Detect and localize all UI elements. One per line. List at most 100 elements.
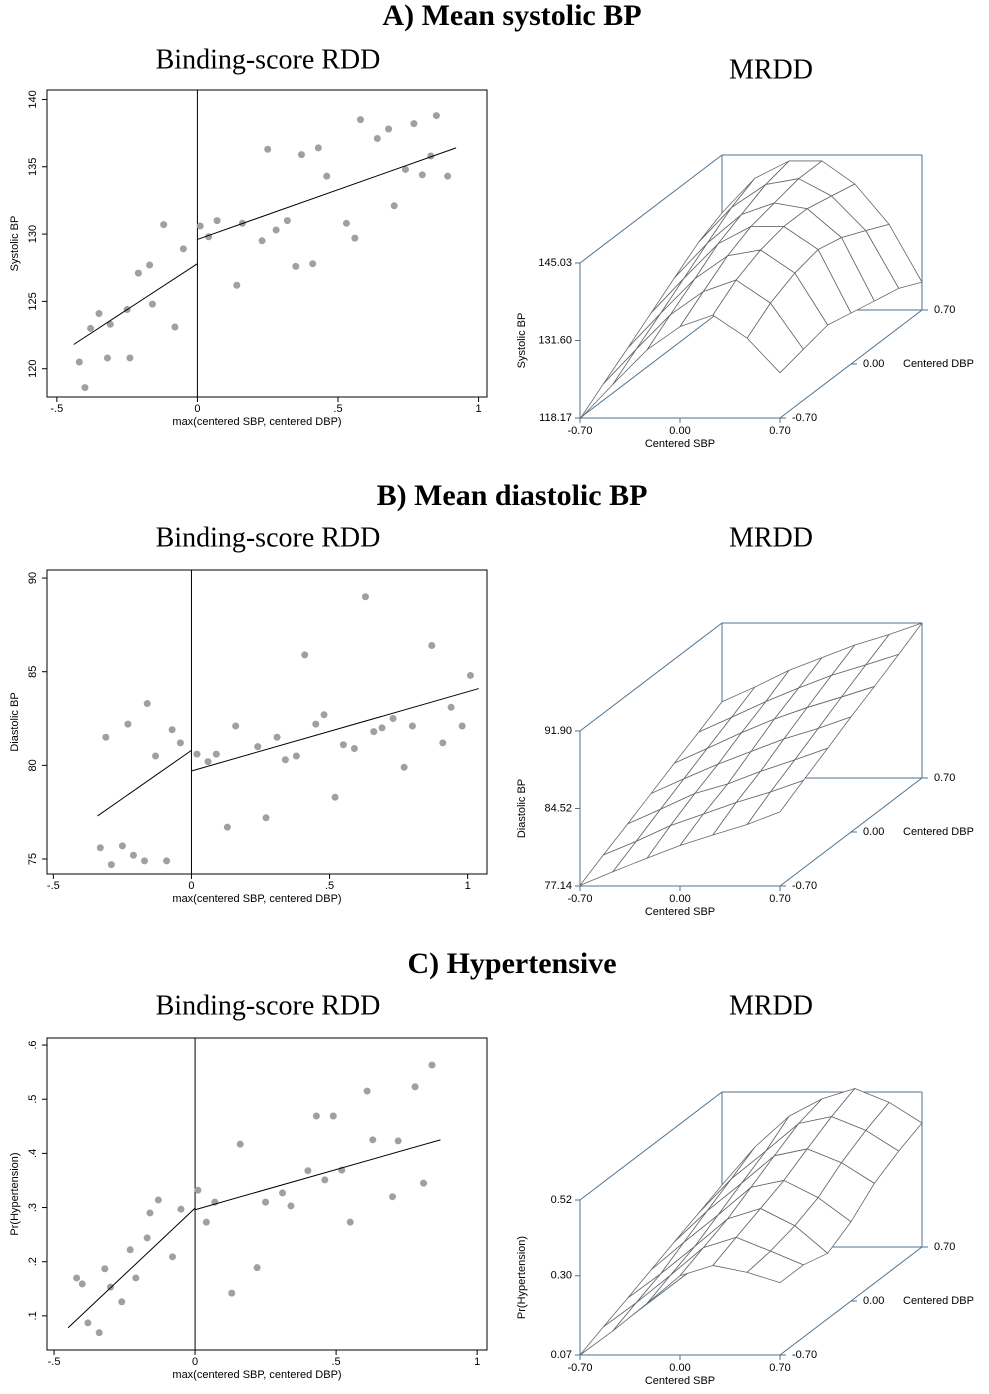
- point: [447, 703, 455, 711]
- point: [297, 151, 305, 159]
- point: [253, 1264, 261, 1272]
- y-tick-label: 140: [27, 90, 39, 108]
- surface-cell: [746, 780, 804, 825]
- z-tick-label: 0.07: [551, 1349, 572, 1361]
- point: [258, 237, 266, 245]
- point: [281, 756, 289, 764]
- point: [171, 323, 179, 331]
- surface-cell: [579, 348, 637, 420]
- point: [78, 1280, 86, 1288]
- point: [432, 112, 440, 120]
- point: [361, 593, 369, 601]
- point: [202, 1218, 210, 1226]
- panel-title: B) Mean diastolic BP: [377, 479, 648, 512]
- x-tick-label: 0.00: [669, 893, 690, 905]
- point: [146, 261, 154, 269]
- point: [96, 844, 104, 852]
- point: [177, 1205, 185, 1213]
- point: [118, 842, 126, 850]
- point: [169, 1253, 177, 1261]
- point: [420, 1179, 428, 1187]
- point: [262, 1198, 270, 1206]
- point: [283, 217, 291, 225]
- box-edge: [579, 154, 723, 264]
- point: [342, 219, 350, 227]
- point: [385, 125, 393, 133]
- point: [204, 758, 212, 766]
- x-tick-label: 0.70: [769, 1362, 790, 1374]
- point: [273, 733, 281, 741]
- point: [254, 743, 262, 751]
- surface-cell: [579, 1302, 637, 1356]
- point: [389, 715, 397, 723]
- x-tick-label: 0: [188, 880, 194, 892]
- point: [236, 1140, 244, 1148]
- y-tick-label: 125: [27, 292, 39, 310]
- z-tick-label: 0.52: [551, 1194, 572, 1206]
- subplot-title: Binding-score RDD: [156, 990, 381, 1021]
- y-tick-label: 85: [27, 666, 39, 678]
- x-tick-label: -0.70: [567, 425, 592, 437]
- y-tick-label: 135: [27, 158, 39, 176]
- subplot-title: MRDD: [729, 522, 813, 553]
- y-axis-label: Centered DBP: [903, 1295, 974, 1307]
- point: [346, 1218, 354, 1226]
- point: [213, 217, 221, 225]
- x-axis-label: max(centered SBP, centered DBP): [172, 416, 341, 428]
- point: [329, 1112, 337, 1120]
- surface-cell: [612, 314, 671, 385]
- y-tick-label: .5: [27, 1095, 39, 1104]
- point: [87, 324, 95, 332]
- point: [143, 1234, 151, 1242]
- x-tick-label: -0.70: [567, 1362, 592, 1374]
- point: [272, 226, 280, 234]
- point: [134, 269, 142, 277]
- point: [301, 651, 309, 659]
- x-axis-label: Centered SBP: [645, 1375, 715, 1387]
- x-tick-label: 0: [192, 1356, 198, 1368]
- point: [428, 641, 436, 649]
- point: [466, 671, 474, 679]
- point: [350, 745, 358, 753]
- surface-cell: [746, 1250, 804, 1284]
- point: [106, 320, 114, 328]
- point: [126, 1246, 134, 1254]
- point: [356, 116, 364, 124]
- point: [439, 739, 447, 747]
- point: [75, 358, 83, 366]
- point: [103, 354, 111, 362]
- z-axis-label: Systolic BP: [516, 313, 528, 369]
- point: [146, 1209, 154, 1217]
- x-tick-label: .5: [332, 1356, 341, 1368]
- point: [320, 711, 328, 719]
- point: [279, 1189, 287, 1197]
- point: [154, 1196, 162, 1204]
- box-edge: [579, 622, 723, 732]
- point: [314, 144, 322, 152]
- subplot-title: MRDD: [729, 990, 813, 1021]
- y-tick-label: -0.70: [792, 880, 817, 892]
- subplot-title: MRDD: [729, 54, 813, 85]
- subplot-title: Binding-score RDD: [156, 522, 381, 553]
- point: [129, 851, 137, 859]
- point: [323, 172, 331, 180]
- x-tick-label: 1: [476, 403, 482, 415]
- point: [126, 354, 134, 362]
- x-axis-label: Centered SBP: [645, 438, 715, 450]
- box-edge: [579, 1091, 723, 1201]
- fit-line: [197, 147, 457, 240]
- x-tick-label: -0.70: [567, 893, 592, 905]
- plot-frame: [46, 1037, 488, 1351]
- x-axis-label: Centered SBP: [645, 906, 715, 918]
- z-tick-label: 118.17: [539, 412, 572, 424]
- y-tick-label: .1: [27, 1311, 39, 1320]
- point: [312, 720, 320, 728]
- point: [193, 750, 201, 758]
- x-tick-label: -.5: [50, 403, 63, 415]
- y-tick-label: 80: [27, 759, 39, 771]
- point: [444, 172, 452, 180]
- point: [401, 165, 409, 173]
- point: [212, 750, 220, 758]
- y-tick-label: 120: [27, 360, 39, 378]
- x-tick-label: 0.00: [669, 1362, 690, 1374]
